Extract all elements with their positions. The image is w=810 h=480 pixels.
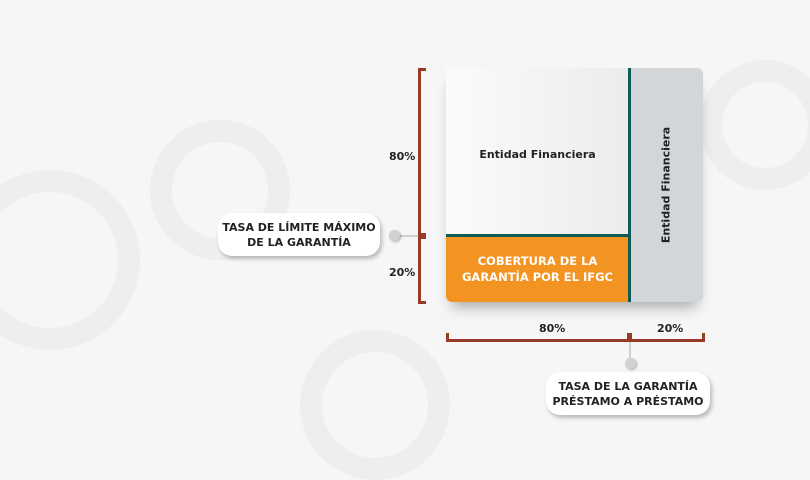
connector-dot [389, 230, 400, 241]
side-region [629, 68, 703, 302]
callout-left-line2: DE LA GARANTÍA [247, 235, 351, 249]
horizontal-divider [446, 234, 629, 237]
guarantee-diagram: COBERTURA DE LA GARANTÍA POR EL IFGC Enti… [446, 68, 703, 302]
callout-bottom-line2: PRÉSTAMO A PRÉSTAMO [552, 394, 704, 408]
callout-bottom-line1: TASA DE LA GARANTÍA [558, 379, 698, 393]
connector-dot [625, 358, 636, 369]
financial-entity-label: Entidad Financiera [479, 148, 596, 161]
callout-left-line1: TASA DE LÍMITE MÁXIMO [222, 220, 376, 234]
vertical-divider [628, 68, 631, 302]
ifgc-coverage-region: COBERTURA DE LA GARANTÍA POR EL IFGC [446, 236, 629, 302]
loan-guarantee-rate-callout: TASA DE LA GARANTÍA PRÉSTAMO A PRÉSTAMO [546, 372, 710, 415]
vertical-pct-bottom: 20% [389, 266, 416, 279]
connector-line [629, 342, 631, 360]
horizontal-pct-right: 20% [657, 322, 684, 335]
background-gear-icon [700, 60, 810, 190]
background-gear-icon [300, 330, 450, 480]
financial-entity-side-label: Entidad Financiera [659, 126, 673, 244]
coverage-label-line2: GARANTÍA POR EL IFGC [461, 270, 613, 284]
connector-line [400, 235, 418, 237]
horizontal-pct-left: 80% [539, 322, 566, 335]
coverage-label-line1: COBERTURA DE LA [477, 254, 598, 268]
vertical-pct-top: 80% [389, 150, 416, 163]
background-gear-icon [0, 170, 140, 350]
max-limit-rate-callout: TASA DE LÍMITE MÁXIMO DE LA GARANTÍA [218, 213, 380, 256]
